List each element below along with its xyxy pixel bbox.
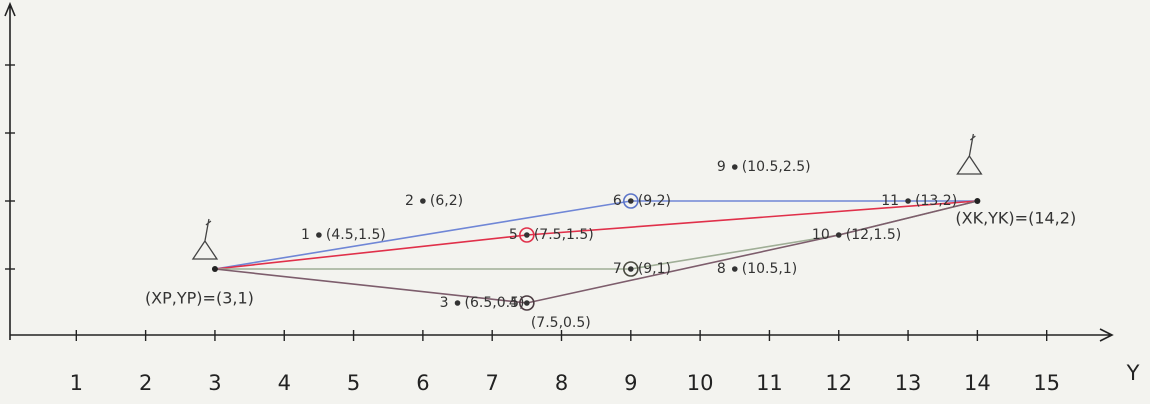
point-coords: (9,2) xyxy=(638,193,671,209)
point-dot xyxy=(628,198,634,204)
point-id: 10 xyxy=(812,227,830,243)
point-coords: (10.5,1) xyxy=(742,261,797,277)
point-dot xyxy=(732,164,738,170)
point-id: 1 xyxy=(301,227,310,243)
point-id: 5 xyxy=(509,227,518,243)
point-coords: (10.5,2.5) xyxy=(742,159,811,175)
x-tick-label: 11 xyxy=(756,371,783,395)
point-id: 6 xyxy=(613,193,622,209)
point-id: 8 xyxy=(717,261,726,277)
point-coords: (4.5,1.5) xyxy=(326,227,386,243)
x-tick-label: 7 xyxy=(486,371,499,395)
point-dot xyxy=(732,266,738,272)
x-tick-label: 12 xyxy=(825,371,852,395)
antenna-icon xyxy=(957,134,981,174)
endpoint-dot xyxy=(212,266,218,272)
antenna-icon xyxy=(193,219,217,259)
point-dot xyxy=(524,300,530,306)
point-coords: (7.5,0.5) xyxy=(531,315,591,331)
point-id: 9 xyxy=(717,159,726,175)
point-coords: (13,2) xyxy=(915,193,957,209)
point-coords: (7.5,1.5) xyxy=(534,227,594,243)
point-id: 2 xyxy=(405,193,414,209)
x-tick-label: 14 xyxy=(964,371,991,395)
point-dot xyxy=(455,300,461,306)
point-dot xyxy=(905,198,911,204)
point-dot xyxy=(628,266,634,272)
point-dot xyxy=(836,232,842,238)
x-tick-label: 1 xyxy=(70,371,83,395)
y-axis xyxy=(5,4,15,340)
endpoint-label: (XP,YP)=(3,1) xyxy=(145,289,254,308)
point-id: 11 xyxy=(881,193,899,209)
x-tick-label: 15 xyxy=(1033,371,1060,395)
point-coords: (9,1) xyxy=(638,261,671,277)
point-dot xyxy=(524,232,530,238)
x-tick-label: 9 xyxy=(624,371,637,395)
endpoint-label: (XK,YK)=(14,2) xyxy=(955,209,1076,228)
point-coords: (6,2) xyxy=(430,193,463,209)
point-dot xyxy=(316,232,322,238)
point-id: 4 xyxy=(509,295,518,311)
x-tick-label: 6 xyxy=(416,371,429,395)
point-id: 7 xyxy=(613,261,622,277)
route-line xyxy=(215,201,977,303)
endpoint-dot xyxy=(974,198,980,204)
x-tick-label: 3 xyxy=(208,371,221,395)
x-tick-label: 10 xyxy=(687,371,714,395)
point-coords: (12,1.5) xyxy=(846,227,901,243)
point-id: 3 xyxy=(440,295,449,311)
x-axis-label: Y xyxy=(1126,361,1140,385)
x-tick-label: 4 xyxy=(278,371,291,395)
x-tick-label: 2 xyxy=(139,371,152,395)
chart: Y 123456789101112131415(XP,YP)=(3,1)(XK,… xyxy=(0,0,1150,404)
x-tick-label: 8 xyxy=(555,371,568,395)
x-tick-label: 5 xyxy=(347,371,360,395)
x-tick-label: 13 xyxy=(895,371,922,395)
point-dot xyxy=(420,198,426,204)
